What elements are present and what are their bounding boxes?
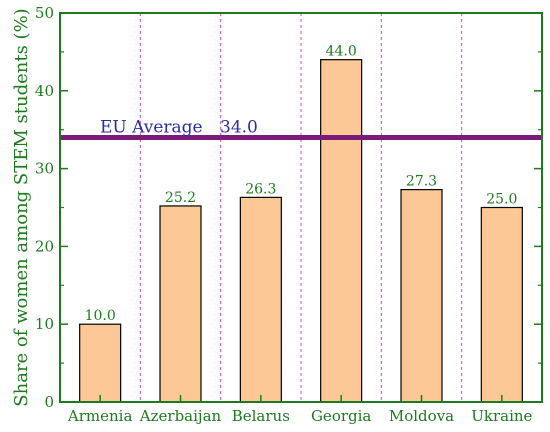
y-tick-label: 40 [35, 82, 54, 100]
y-tick-label: 20 [35, 237, 54, 255]
x-tick-label: Georgia [311, 407, 371, 425]
bar-armenia [79, 323, 122, 403]
data-label: 25.0 [486, 192, 517, 208]
bar-azerbaijan [159, 205, 202, 403]
bars-group [79, 59, 523, 403]
x-tick-label: Azerbaijan [139, 407, 222, 425]
x-tick-label: Moldova [389, 407, 454, 425]
x-tick-label: Ukraine [471, 407, 532, 425]
y-tick-label: 50 [35, 4, 54, 22]
bar-moldova [400, 189, 443, 403]
bar-georgia [320, 59, 363, 403]
y-axis-tick-labels: 0 10 20 30 40 50 [35, 4, 54, 411]
data-label: 26.3 [245, 181, 276, 197]
x-tick-label: Belarus [232, 407, 290, 425]
x-tick-label: Armenia [67, 407, 133, 425]
data-label: 25.2 [165, 190, 196, 206]
bar-ukraine [480, 206, 523, 403]
x-axis-ticks [99, 395, 503, 402]
reference-line-group: EU Average 34.0 [60, 117, 542, 140]
eu-average-label: EU Average [100, 117, 203, 137]
y-tick-label: 0 [44, 393, 54, 411]
x-axis-tick-labels: Armenia Azerbaijan Belarus Georgia Moldova Uk… [67, 407, 533, 425]
y-axis-title: Share of women among STEM students (%) [11, 8, 32, 406]
y-axis-ticks [60, 12, 542, 403]
data-label: 27.3 [406, 174, 437, 190]
value-labels-group: 10.0 25.2 26.3 44.0 27.3 25.0 [85, 44, 518, 325]
bar-belarus [239, 196, 282, 403]
data-label: 10.0 [85, 308, 116, 324]
data-label: 44.0 [326, 44, 357, 60]
eu-average-value: 34.0 [220, 117, 258, 137]
category-separators [139, 13, 463, 402]
y-tick-label: 30 [35, 160, 54, 178]
y-tick-label: 10 [35, 315, 54, 333]
